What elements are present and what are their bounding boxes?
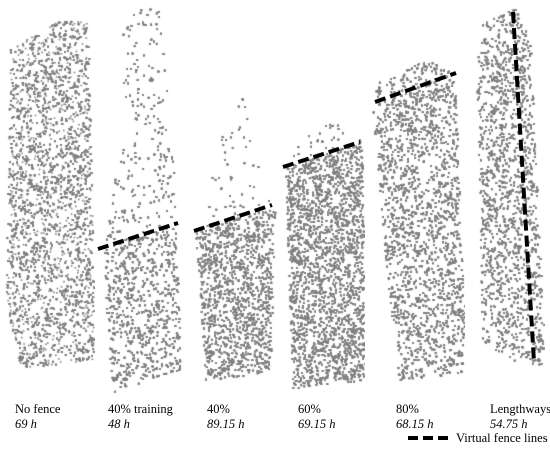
panel-hours: 48 h [108, 417, 130, 431]
panel-label: 40% [207, 402, 230, 416]
fence-line-60 [282, 140, 361, 169]
panel-caption-40-training: 40% training 48 h [108, 402, 173, 432]
point-cloud-40-training [95, 3, 185, 395]
fence-line-40 [193, 203, 273, 233]
panel-hours: 54.75 h [490, 417, 528, 431]
fence-line-40-training [97, 221, 179, 251]
point-cloud-no-fence [0, 15, 95, 372]
point-cloud-40 [190, 90, 280, 385]
panel-label: 40% training [108, 402, 173, 416]
legend: Virtual fence lines [408, 430, 548, 448]
point-cloud-60 [280, 110, 365, 392]
panel-hours: 69 h [15, 417, 37, 431]
legend-label: Virtual fence lines [456, 431, 548, 445]
dashed-line-icon [408, 436, 452, 440]
panel-hours: 68.15 h [396, 417, 434, 431]
fence-line-80 [374, 71, 457, 104]
panel-label: 60% [298, 402, 321, 416]
panel-caption-no-fence: No fence 69 h [15, 402, 60, 432]
panel-label: 80% [396, 402, 419, 416]
panel-hours: 69.15 h [298, 417, 336, 431]
fence-line-lengthways [511, 11, 536, 363]
panel-label: Lengthways [490, 402, 550, 416]
panel-caption-60: 60% 69.15 h [298, 402, 336, 432]
panel-hours: 89.15 h [207, 417, 245, 431]
panel-caption-80: 80% 68.15 h [396, 402, 434, 432]
point-cloud-lengthways [470, 5, 545, 372]
panel-caption-40: 40% 89.15 h [207, 402, 245, 432]
point-cloud-80 [372, 50, 465, 385]
panel-caption-lengthways: Lengthways 54.75 h [490, 402, 550, 432]
panel-label: No fence [15, 402, 61, 416]
